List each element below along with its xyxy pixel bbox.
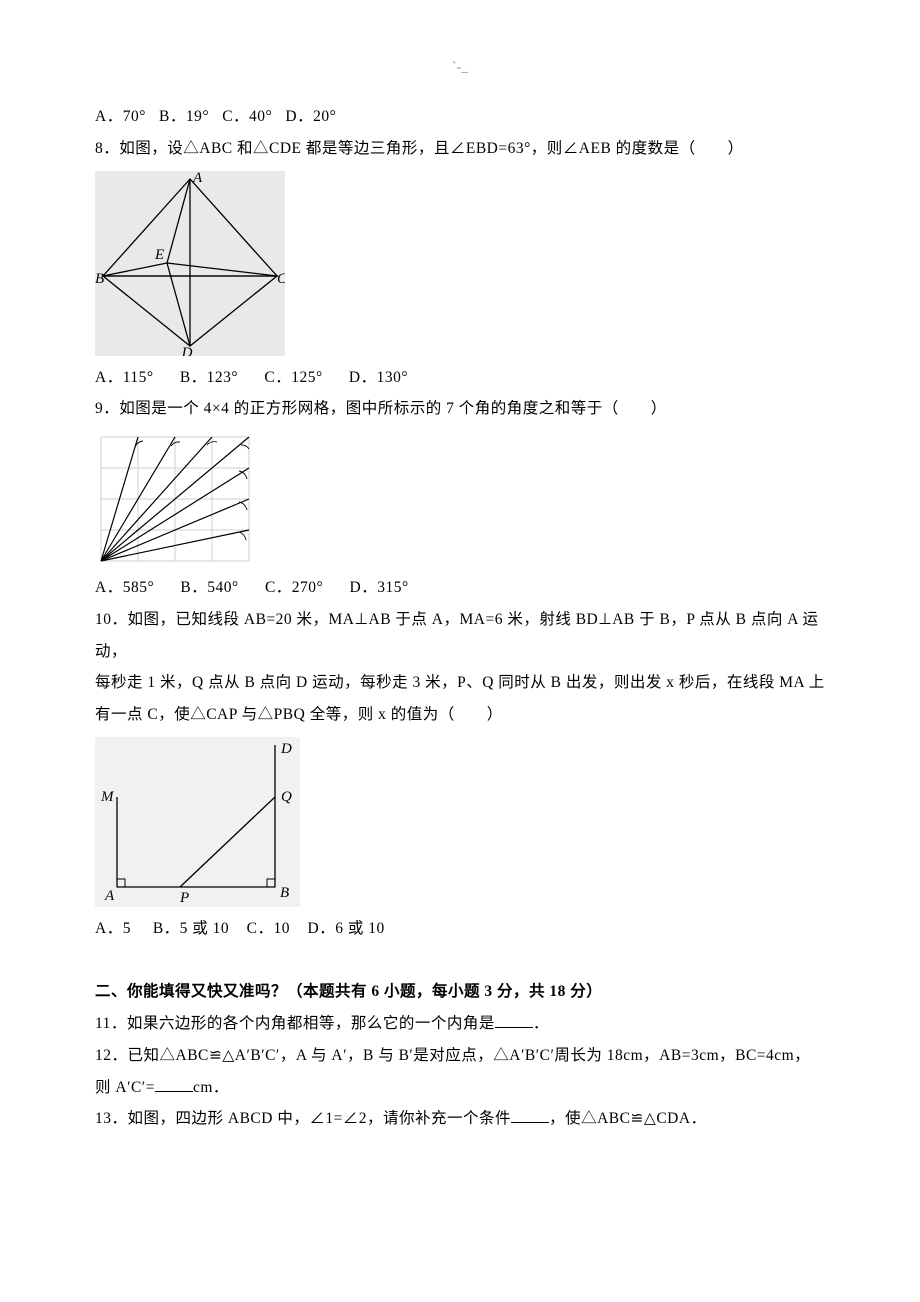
q8-options: A．115° B．123° C．125° D．130° [95,362,825,394]
q9-opt-a: A．585° [95,579,154,596]
q8-diagram: A B C D E [95,171,825,356]
q9-diagram [95,431,825,566]
q10-opt-d: D．6 或 10 [308,920,385,937]
q7-opt-a: A．70° [95,108,146,125]
q7-opt-b: B．19° [159,108,209,125]
q11-blank [495,1027,533,1028]
q8-opt-c: C．125° [264,369,322,386]
q13-blank [511,1122,549,1123]
svg-text:E: E [154,247,164,263]
q9-opt-c: C．270° [265,579,323,596]
svg-text:M: M [100,789,115,805]
q9-stem: 9．如图是一个 4×4 的正方形网格，图中所标示的 7 个角的角度之和等于（ ） [95,393,825,425]
q7-opt-c: C．40° [222,108,272,125]
q10-stem-3: 有一点 C，使△CAP 与△PBQ 全等，则 x 的值为（ ） [95,699,825,731]
q7-opt-d: D．20° [285,108,336,125]
q9-opt-d: D．315° [350,579,409,596]
q10-stem-1: 10．如图，已知线段 AB=20 米，MA⊥AB 于点 A，MA=6 米，射线 … [95,604,825,668]
svg-text:A: A [192,171,203,186]
q7-options: A．70° B．19° C．40° D．20° [95,101,825,133]
q12-stem-2: 则 A′C′= cm． [95,1072,825,1104]
page-header-mark: `-_ [95,60,825,76]
q10-diagram: A P B M D Q [95,737,825,907]
q13-post: ，使△ABC≌△CDA． [549,1110,707,1127]
section2-title: 二、你能填得又快又准吗？（本题共有 6 小题，每小题 3 分，共 18 分） [95,976,825,1008]
q10-options: A．5 B．5 或 10 C．10 D．6 或 10 [95,913,825,945]
svg-text:C: C [277,271,285,287]
svg-text:D: D [280,741,292,757]
svg-text:B: B [280,885,289,901]
svg-text:P: P [179,890,189,906]
q10-stem-2: 每秒走 1 米，Q 点从 B 点向 D 运动，每秒走 3 米，P、Q 同时从 B… [95,667,825,699]
q11-pre: 11．如果六边形的各个内角都相等，那么它的一个内角是 [95,1015,495,1032]
q13-pre: 13．如图，四边形 ABCD 中，∠1=∠2，请你补充一个条件 [95,1110,511,1127]
svg-text:Q: Q [281,789,292,805]
q8-opt-a: A．115° [95,369,154,386]
q9-options: A．585° B．540° C．270° D．315° [95,572,825,604]
q12-post: cm． [193,1079,229,1096]
svg-text:B: B [95,271,104,287]
q8-stem: 8．如图，设△ABC 和△CDE 都是等边三角形，且∠EBD=63°，则∠AEB… [95,133,825,165]
q13-stem: 13．如图，四边形 ABCD 中，∠1=∠2，请你补充一个条件 ，使△ABC≌△C… [95,1103,825,1135]
q10-opt-b: B．5 或 10 [153,920,229,937]
q8-opt-b: B．123° [180,369,238,386]
q10-opt-c: C．10 [247,920,290,937]
svg-text:A: A [104,888,115,904]
svg-text:D: D [181,345,193,356]
q12-stem-1: 12．已知△ABC≌△A′B′C′，A 与 A′，B 与 B′是对应点，△A′B… [95,1040,825,1072]
q11-post: ． [533,1015,549,1032]
q11-stem: 11．如果六边形的各个内角都相等，那么它的一个内角是 ． [95,1008,825,1040]
q9-opt-b: B．540° [180,579,238,596]
q10-opt-a: A．5 [95,920,131,937]
q8-opt-d: D．130° [349,369,408,386]
q12-blank [155,1091,193,1092]
q12-pre: 则 A′C′= [95,1079,155,1096]
